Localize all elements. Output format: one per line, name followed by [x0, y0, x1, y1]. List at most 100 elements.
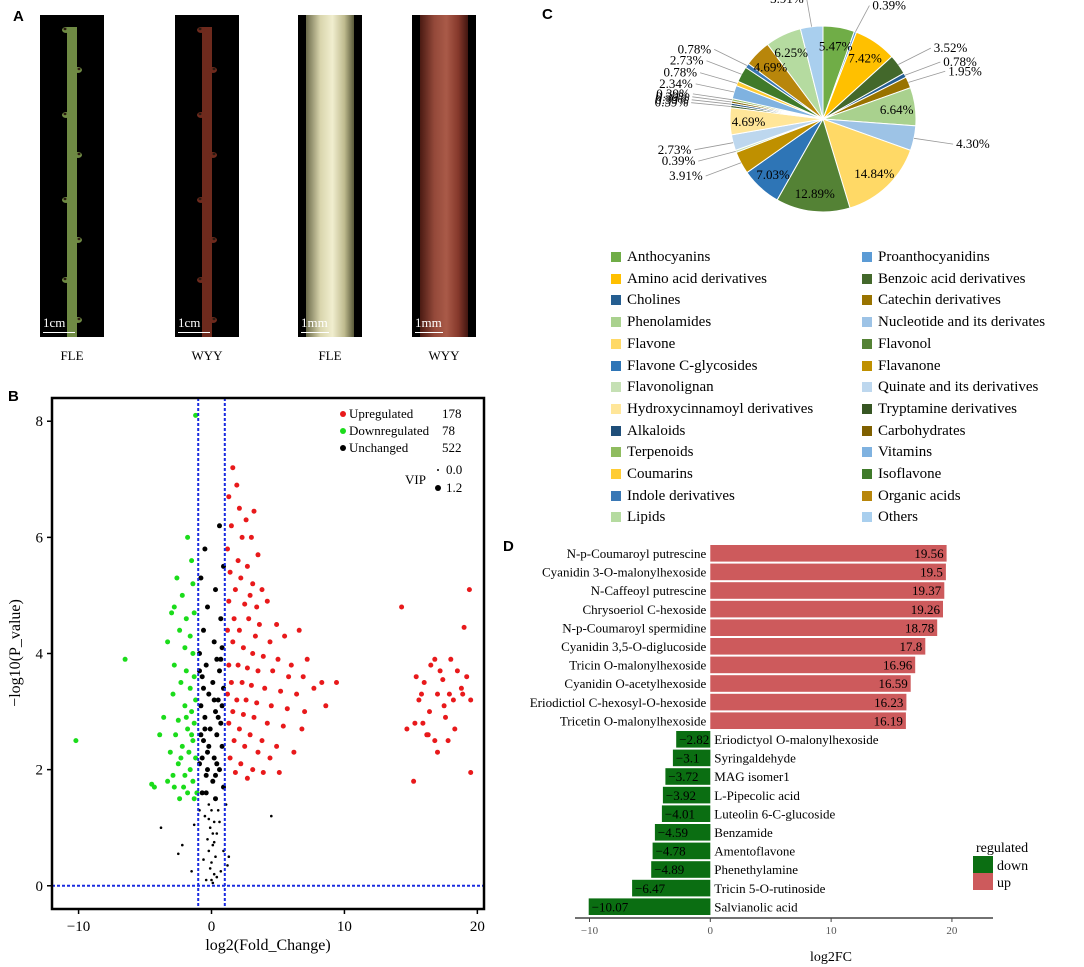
pie-legend-item: Carbohydrates — [862, 422, 965, 440]
volcano-point — [421, 680, 427, 685]
bar-name-label: Tricetin O-malonylhexoside — [560, 713, 707, 728]
volcano-point — [159, 826, 163, 829]
volcano-point — [468, 770, 474, 775]
legend-count-upregulated: 178 — [442, 406, 462, 421]
volcano-point — [230, 709, 236, 715]
scale-label: 1mm — [415, 315, 442, 330]
volcano-point — [255, 749, 261, 755]
volcano-point — [191, 796, 197, 802]
volcano-point — [235, 558, 241, 564]
bar-name-label: Eriodictyol O-malonylhexoside — [714, 732, 879, 747]
legend-swatch-down — [973, 856, 993, 873]
volcano-point — [183, 714, 189, 720]
x-axis-label: log2(Fold_Change) — [205, 937, 330, 954]
pie-leader-line — [706, 60, 742, 75]
volcano-point — [260, 770, 266, 775]
pie-percent-label: 0.39% — [662, 153, 696, 168]
volcano-point — [267, 639, 273, 645]
volcano-point — [226, 864, 229, 867]
bud-tip — [198, 112, 202, 116]
legend-count-downregulated: 78 — [442, 423, 455, 438]
volcano-point — [264, 720, 270, 726]
pie-percent-label: 7.42% — [848, 51, 882, 66]
volcano-point — [300, 674, 306, 680]
pie-percent-label: 2.73% — [658, 142, 692, 157]
threshold-lines — [52, 398, 484, 909]
pie-legend-label: Anthocyanins — [627, 249, 711, 265]
pie-legend-item: Flavone C-glycosides — [611, 357, 757, 375]
pie-leader-line — [691, 102, 731, 107]
legend-label-upregulated: Upregulated — [349, 406, 414, 421]
pie-leader-line — [692, 93, 733, 101]
bud-mark — [62, 112, 70, 118]
bud-tip — [63, 277, 67, 281]
volcano-point — [202, 726, 208, 732]
panel-letter-c: C — [542, 6, 553, 23]
pie-legend-swatch — [611, 295, 621, 306]
volcano-point — [213, 587, 218, 593]
bar-value-label: 19.56 — [914, 546, 944, 561]
bar-value-label: −4.59 — [658, 825, 688, 840]
pie-legend-swatch — [862, 512, 872, 523]
bar-value-label: 19.5 — [920, 565, 943, 580]
volcano-point — [206, 743, 212, 749]
bar — [710, 563, 946, 581]
volcano-point — [206, 838, 209, 841]
legend-label-down: down — [997, 859, 1028, 874]
bar — [651, 861, 711, 878]
y-tick-label: 2 — [36, 763, 44, 779]
pie-leader-line — [908, 70, 946, 83]
volcano-point — [243, 697, 249, 703]
volcano-point — [262, 685, 268, 691]
pie-legend-label: Organic acids — [878, 487, 961, 504]
volcano-point — [219, 743, 225, 749]
photo-label-fle-section: FLE — [318, 348, 342, 363]
volcano-point — [458, 685, 464, 691]
volcano-point — [199, 674, 205, 680]
section-shape — [420, 15, 468, 337]
volcano-point — [208, 826, 212, 829]
volcano-point — [225, 546, 230, 552]
volcano-point — [232, 587, 238, 593]
volcano-point — [211, 881, 215, 885]
volcano-point — [211, 832, 215, 835]
volcano-point — [218, 656, 224, 662]
stem-buds — [197, 27, 217, 323]
bar-name-label: Phenethylamine — [714, 862, 798, 877]
pie-legend-label: Isoflavone — [878, 466, 942, 482]
volcano-point — [236, 726, 242, 732]
bar — [710, 656, 916, 674]
volcano-point — [203, 790, 209, 796]
pie-percent-label: 2.73% — [670, 53, 704, 68]
bar-name-label: Cyanidin 3,5-O-diglucoside — [561, 639, 706, 654]
bud-tip — [63, 27, 67, 31]
bud-tip — [198, 277, 202, 281]
pie-legend-item: Terpenoids — [611, 443, 693, 461]
volcano-point — [244, 563, 250, 569]
bud-mark — [209, 317, 217, 323]
volcano-point — [203, 772, 209, 778]
bar-value-label: −10.07 — [592, 899, 629, 914]
y-axis-ticks: 0 2 4 6 8 — [36, 414, 52, 895]
pie-legend-item: Isoflavone — [862, 465, 941, 483]
volcano-point — [226, 598, 232, 604]
volcano-point — [252, 633, 258, 639]
volcano-point — [416, 697, 422, 703]
volcano-point — [234, 697, 240, 703]
scale-bar — [415, 332, 443, 333]
volcano-point — [202, 546, 208, 552]
volcano-point — [464, 674, 470, 680]
pie-percent-label: 0.39% — [656, 89, 690, 104]
volcano-point — [450, 697, 456, 703]
pie-legend-swatch — [611, 469, 621, 479]
volcano-point — [205, 604, 210, 610]
pie-percent-label: 4.30% — [956, 136, 990, 151]
stem-illustration — [197, 27, 217, 337]
pie-percent-label: 0.39% — [872, 0, 906, 13]
volcano-point — [203, 662, 209, 668]
volcano-point — [217, 668, 222, 674]
pie-leader-line — [714, 49, 748, 66]
pie-legend-item: Cholines — [611, 291, 680, 309]
pie-legend-swatch — [862, 425, 872, 436]
pie-leader-line — [806, 0, 812, 27]
